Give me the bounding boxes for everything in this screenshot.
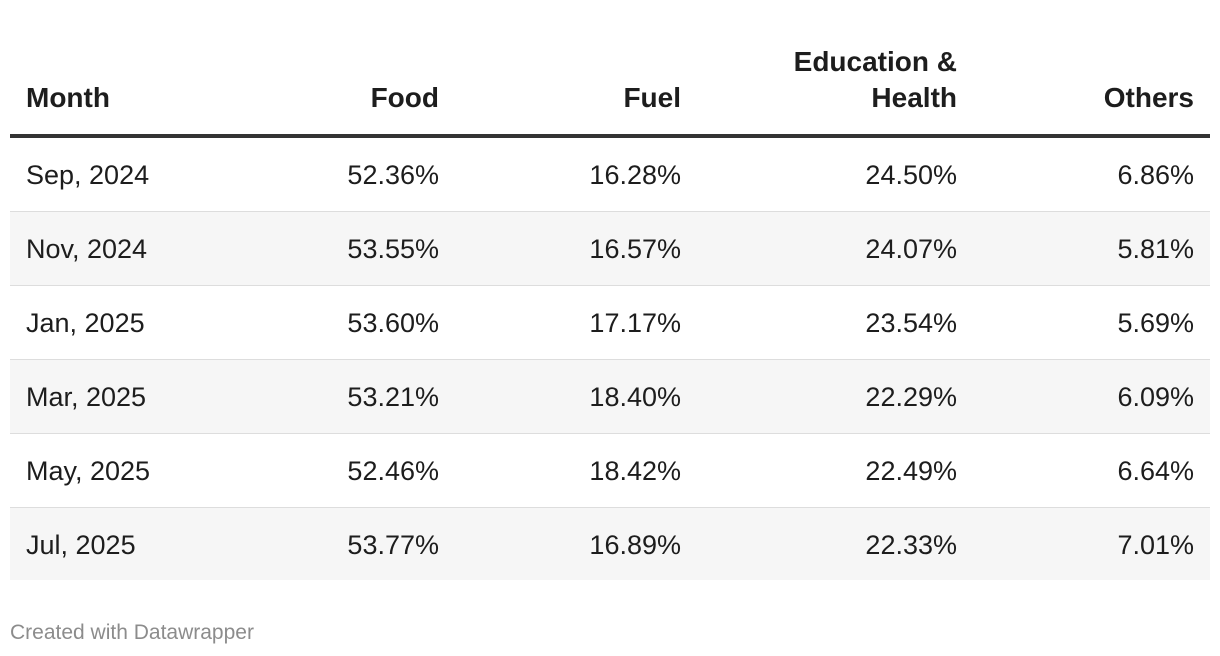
- cell-education-health: 23.54%: [865, 308, 957, 338]
- cell-food: 53.77%: [347, 530, 439, 560]
- cell-others: 6.09%: [1117, 382, 1194, 412]
- cell-education-health: 24.07%: [865, 234, 957, 264]
- cell-others: 6.64%: [1117, 456, 1194, 486]
- cell-month: May, 2025: [26, 456, 151, 486]
- cell-fuel: 16.89%: [589, 530, 681, 560]
- table-row: Mar, 2025 53.21% 18.40% 22.29% 6.09%: [10, 360, 1210, 434]
- header-education-health: Education & Health: [717, 44, 957, 116]
- header-others: Others: [974, 80, 1194, 116]
- table-row: Jul, 2025 53.77% 16.89% 22.33% 7.01%: [10, 508, 1210, 580]
- cell-food: 52.46%: [347, 456, 439, 486]
- cell-others: 7.01%: [1117, 530, 1194, 560]
- table-row: Sep, 2024 52.36% 16.28% 24.50% 6.86%: [10, 138, 1210, 212]
- cell-month: Sep, 2024: [26, 160, 150, 190]
- cell-month: Jul, 2025: [26, 530, 136, 560]
- cell-education-health: 24.50%: [865, 160, 957, 190]
- cell-fuel: 16.28%: [589, 160, 681, 190]
- table-row: May, 2025 52.46% 18.42% 22.49% 6.64%: [10, 434, 1210, 508]
- header-fuel-label: Fuel: [623, 82, 681, 113]
- cell-food: 52.36%: [347, 160, 439, 190]
- cell-others: 6.86%: [1117, 160, 1194, 190]
- cell-fuel: 18.42%: [589, 456, 681, 486]
- cell-fuel: 16.57%: [589, 234, 681, 264]
- cell-food: 53.60%: [347, 308, 439, 338]
- cell-month: Jan, 2025: [26, 308, 145, 338]
- cell-food: 53.21%: [347, 382, 439, 412]
- header-fuel: Fuel: [461, 80, 681, 116]
- table-row: Jan, 2025 53.60% 17.17% 23.54% 5.69%: [10, 286, 1210, 360]
- cell-month: Mar, 2025: [26, 382, 147, 412]
- cell-others: 5.81%: [1117, 234, 1194, 264]
- cell-fuel: 18.40%: [589, 382, 681, 412]
- table-header: Month Food Fuel Education & Health Other…: [10, 0, 1210, 138]
- cell-education-health: 22.33%: [865, 530, 957, 560]
- header-month-label: Month: [26, 82, 110, 113]
- cell-education-health: 22.49%: [865, 456, 957, 486]
- cell-month: Nov, 2024: [26, 234, 148, 264]
- header-month: Month: [26, 80, 286, 116]
- cell-fuel: 17.17%: [589, 308, 681, 338]
- cell-education-health: 22.29%: [865, 382, 957, 412]
- cell-food: 53.55%: [347, 234, 439, 264]
- footer-credit: Created with Datawrapper: [10, 621, 254, 644]
- header-food-label: Food: [370, 82, 439, 113]
- header-others-label: Others: [1103, 82, 1194, 113]
- header-food: Food: [219, 80, 439, 116]
- header-education-health-line1: Education &: [793, 46, 957, 77]
- data-table: Month Food Fuel Education & Health Other…: [10, 0, 1210, 580]
- table-row: Nov, 2024 53.55% 16.57% 24.07% 5.81%: [10, 212, 1210, 286]
- header-education-health-line2: Health: [871, 82, 957, 113]
- cell-others: 5.69%: [1117, 308, 1194, 338]
